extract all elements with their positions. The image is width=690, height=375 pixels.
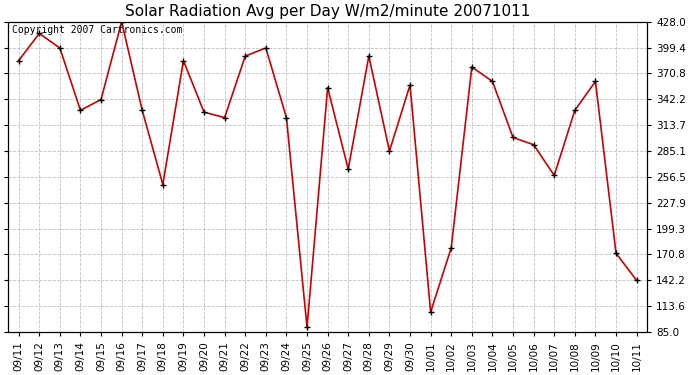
Text: Copyright 2007 Cartronics.com: Copyright 2007 Cartronics.com xyxy=(12,25,182,35)
Title: Solar Radiation Avg per Day W/m2/minute 20071011: Solar Radiation Avg per Day W/m2/minute … xyxy=(125,4,531,19)
